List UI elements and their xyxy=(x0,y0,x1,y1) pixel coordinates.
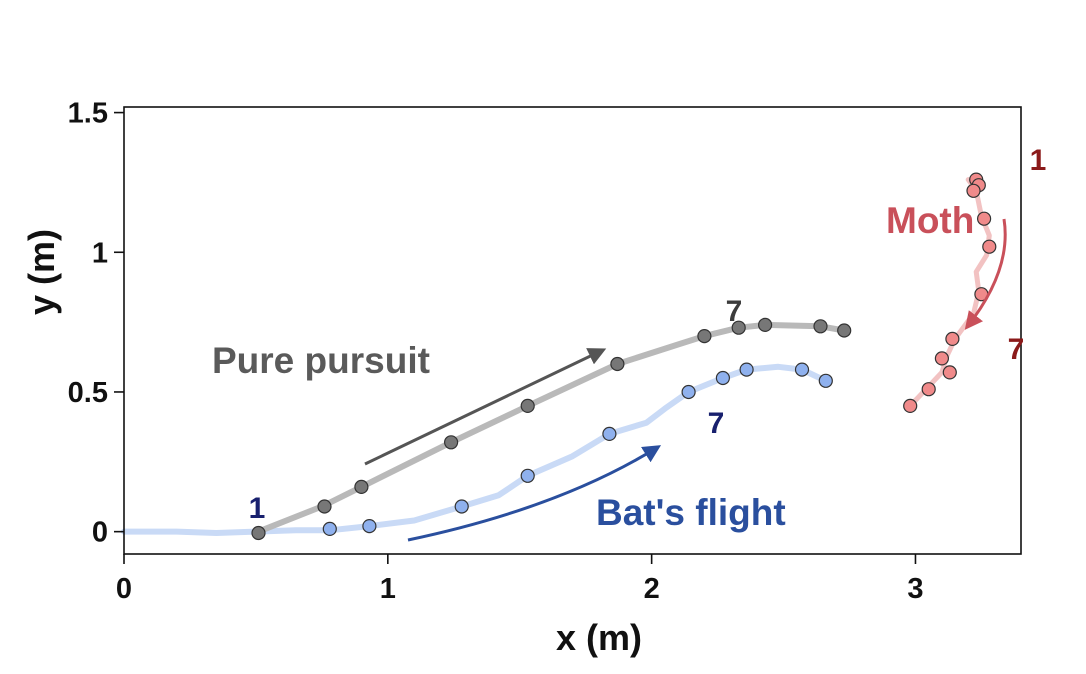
pursuit-point xyxy=(317,499,332,514)
pursuit-point xyxy=(354,479,369,494)
bat-point xyxy=(322,521,337,537)
moth-point xyxy=(945,331,960,346)
moth-direction-arrow xyxy=(964,218,1007,330)
moth-point xyxy=(942,365,957,380)
bat-point xyxy=(681,384,696,400)
pursuit-point xyxy=(610,356,625,372)
moth-point xyxy=(966,183,981,198)
bat-point xyxy=(520,468,535,483)
moth-end-label: 7 xyxy=(1008,333,1025,366)
y-tick-label: 0 xyxy=(92,517,108,549)
y-tick-label: 1 xyxy=(92,237,108,269)
pursuit-path xyxy=(255,321,848,535)
pursuit-start-label: 1 xyxy=(249,492,266,525)
bat-direction-arrow xyxy=(407,445,662,542)
pursuit-point xyxy=(251,525,266,541)
bat-point xyxy=(454,499,469,514)
pursuit-point xyxy=(731,320,746,335)
bat-point xyxy=(715,370,731,386)
pursuit-point xyxy=(697,329,712,344)
arrow-layer xyxy=(364,218,1007,542)
pursuit-point xyxy=(520,398,535,413)
pursuit-point xyxy=(813,319,828,334)
y-tick-label: 1.5 xyxy=(68,98,108,130)
moth-start-label: 1 xyxy=(1030,144,1047,177)
pursuit-end-label: 7 xyxy=(726,295,743,328)
moth-point xyxy=(982,239,997,254)
bat-point xyxy=(818,373,833,388)
moth-point xyxy=(903,398,918,413)
x-tick-label: 3 xyxy=(907,573,923,605)
pursuit-direction-arrow xyxy=(364,348,607,466)
x-tick-label: 0 xyxy=(116,573,132,605)
pursuit-point xyxy=(444,435,459,450)
bat-point xyxy=(602,426,617,441)
bats-flight-label: Bat's flight xyxy=(596,492,786,533)
moth-label: Moth xyxy=(886,200,974,241)
tick-layer: 0 1 2 3 0 0.5 1 1.5 xyxy=(68,98,924,605)
y-tick-label: 0.5 xyxy=(68,377,108,409)
moth-point xyxy=(976,211,992,226)
bat-end-label: 7 xyxy=(708,407,725,440)
series-layer xyxy=(121,172,997,541)
x-axis-title: x (m) xyxy=(556,617,642,658)
bat-point xyxy=(794,362,810,377)
pure-pursuit-label: Pure pursuit xyxy=(212,340,430,381)
x-tick-label: 2 xyxy=(644,573,660,605)
plot-frame xyxy=(123,106,1022,555)
pursuit-point xyxy=(757,317,773,332)
moth-point xyxy=(921,382,936,397)
moth-point xyxy=(934,351,950,366)
y-axis-title: y (m) xyxy=(21,229,62,315)
pursuit-point xyxy=(837,323,852,338)
x-tick-label: 1 xyxy=(380,573,396,605)
bat-point xyxy=(739,362,754,377)
bat-point xyxy=(362,518,377,534)
